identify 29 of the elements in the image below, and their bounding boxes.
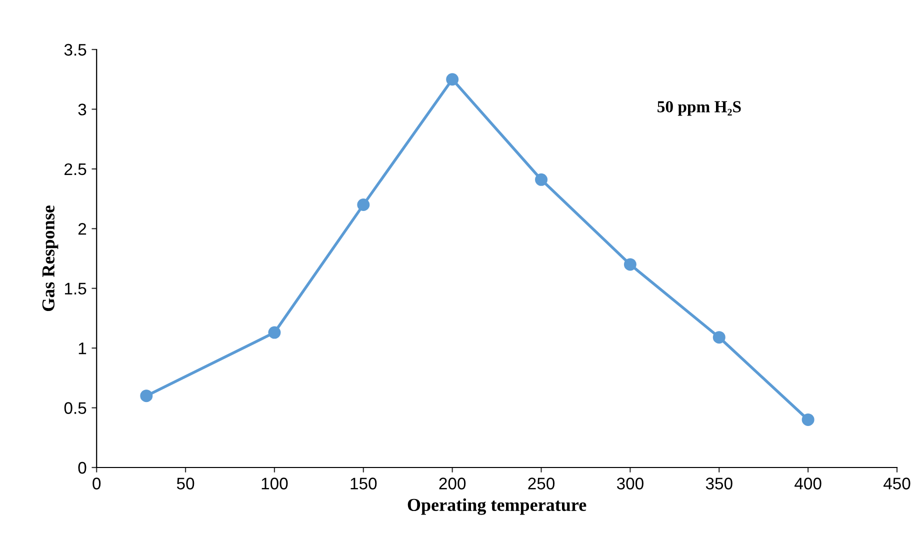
point bbox=[802, 413, 814, 426]
x-tick-label: 300 bbox=[616, 478, 644, 490]
x-tick-label: 350 bbox=[706, 478, 732, 490]
y-tick-label: 3 bbox=[78, 104, 86, 116]
x-tick-label: 150 bbox=[350, 478, 377, 490]
y-tick-label: 0 bbox=[78, 462, 86, 474]
point bbox=[446, 73, 459, 86]
y-axis-title: Gas Response bbox=[42, 206, 58, 312]
y-tick-label: 3.5 bbox=[64, 44, 86, 56]
point bbox=[535, 173, 548, 186]
y-tick-label: 1 bbox=[78, 342, 86, 354]
point bbox=[357, 198, 370, 212]
y-tick-label: 1.5 bbox=[64, 282, 86, 295]
x-tick-label: 400 bbox=[794, 478, 822, 490]
x-tick-label: 100 bbox=[262, 478, 288, 490]
point bbox=[624, 258, 636, 271]
x-tick-label: 0 bbox=[92, 478, 101, 490]
x-axis-title: Operating temperature bbox=[408, 498, 586, 515]
annotation: 50 ppm H₂S bbox=[658, 101, 741, 116]
x-tick-label: 450 bbox=[883, 478, 910, 490]
y-tick-label: 2 bbox=[78, 223, 86, 235]
y-tick-label: 0.5 bbox=[64, 402, 86, 414]
point bbox=[268, 326, 281, 339]
point bbox=[712, 331, 726, 344]
x-tick-label: 200 bbox=[439, 478, 466, 490]
x-tick-label: 250 bbox=[528, 478, 555, 490]
y-tick-label: 2.5 bbox=[64, 163, 86, 176]
point bbox=[140, 390, 153, 402]
x-tick-label: 50 bbox=[176, 478, 194, 490]
